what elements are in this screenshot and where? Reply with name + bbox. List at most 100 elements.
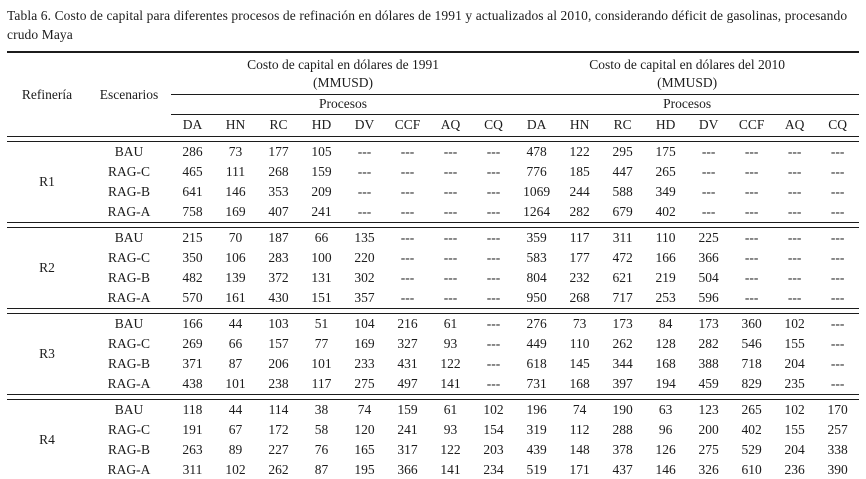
double-rule-separator bbox=[7, 136, 860, 143]
cost-cell: --- bbox=[830, 250, 845, 266]
cost-cell: 276 bbox=[526, 316, 547, 332]
cost-cell: 38 bbox=[314, 402, 329, 418]
process-col-header: DV bbox=[687, 114, 731, 137]
cost-cell: --- bbox=[486, 184, 501, 200]
cost-cell: --- bbox=[486, 290, 501, 306]
cost-cell: 169 bbox=[225, 204, 246, 220]
cost-cell: 372 bbox=[268, 270, 289, 286]
cost-cell: 449 bbox=[526, 336, 547, 352]
cost-cell: --- bbox=[701, 204, 716, 220]
cost-cell: 288 bbox=[612, 422, 633, 438]
cost-cell: 238 bbox=[268, 376, 289, 392]
cost-cell: 190 bbox=[612, 402, 633, 418]
cost-cell: 371 bbox=[182, 356, 203, 372]
process-col-header: HD bbox=[300, 114, 343, 137]
cost-cell: --- bbox=[357, 144, 372, 160]
cost-cell: 141 bbox=[440, 462, 461, 478]
process-col-header: AQ bbox=[429, 114, 472, 137]
cost-cell: 344 bbox=[612, 356, 633, 372]
cost-cell: 407 bbox=[268, 204, 289, 220]
cost-cell: 829 bbox=[741, 376, 762, 392]
cost-cell: --- bbox=[787, 230, 802, 246]
process-col-header: HN bbox=[214, 114, 257, 137]
cost-cell: 170 bbox=[827, 402, 848, 418]
double-rule bbox=[7, 136, 860, 143]
cost-cell: 437 bbox=[612, 462, 633, 478]
cost-cell: 194 bbox=[655, 376, 676, 392]
cost-cell: 263 bbox=[182, 442, 203, 458]
cost-cell: 227 bbox=[268, 442, 289, 458]
cost-cell: 102 bbox=[784, 316, 805, 332]
cost-cell: 122 bbox=[569, 144, 590, 160]
cost-cell: 166 bbox=[655, 250, 676, 266]
cost-cell: 465 bbox=[182, 164, 203, 180]
cost-cell: 220 bbox=[354, 250, 375, 266]
cost-cell: --- bbox=[486, 336, 501, 352]
cost-cell: 84 bbox=[658, 316, 673, 332]
subheader-procesos-1991: Procesos bbox=[171, 94, 516, 115]
process-col-header: CCF bbox=[386, 114, 429, 137]
col-header-escenarios: Escenarios bbox=[99, 86, 159, 102]
cost-cell: 141 bbox=[440, 376, 461, 392]
cost-cell: 350 bbox=[182, 250, 203, 266]
cost-cell: 1069 bbox=[523, 184, 551, 200]
cost-cell: 58 bbox=[314, 422, 329, 438]
group-title-1991: Costo de capital en dólares de 1991 bbox=[247, 57, 440, 73]
cost-cell: 236 bbox=[784, 462, 805, 478]
cost-cell: --- bbox=[744, 164, 759, 180]
table-row: RAG-B 371 87 206 101 233 431 122 --- 618 145 344 168… bbox=[7, 354, 859, 374]
cost-cell: 102 bbox=[784, 402, 805, 418]
cost-cell: 366 bbox=[698, 250, 719, 266]
cost-cell: --- bbox=[486, 270, 501, 286]
cost-cell: 215 bbox=[182, 230, 203, 246]
table-row: R3 BAU 166 44 103 51 104 216 61 --- 276 73 173 84 173 3… bbox=[7, 314, 859, 361]
cost-cell: 104 bbox=[354, 316, 375, 332]
group-unit-2010: (MMUSD) bbox=[657, 74, 718, 90]
scenario-label: BAU bbox=[114, 144, 144, 160]
cost-cell: --- bbox=[486, 164, 501, 180]
cost-cell: --- bbox=[400, 250, 415, 266]
cost-cell: --- bbox=[787, 270, 802, 286]
cost-cell: 235 bbox=[784, 376, 805, 392]
cost-cell: --- bbox=[701, 184, 716, 200]
cost-cell: 131 bbox=[311, 270, 332, 286]
cost-cell: 67 bbox=[228, 422, 243, 438]
table-row: R2 BAU 215 70 187 66 135 --- --- --- 359 117 311 110 2… bbox=[7, 228, 859, 275]
cost-cell: --- bbox=[787, 184, 802, 200]
cost-cell: 311 bbox=[182, 462, 203, 478]
cost-cell: 233 bbox=[354, 356, 375, 372]
cost-cell: --- bbox=[744, 184, 759, 200]
process-col-header: RC bbox=[601, 114, 645, 137]
header-row-procesos: Procesos Procesos bbox=[7, 94, 860, 115]
cost-cell: 135 bbox=[354, 230, 375, 246]
cost-cell: 151 bbox=[311, 290, 332, 306]
cost-cell: 519 bbox=[526, 462, 547, 478]
cost-cell: --- bbox=[787, 204, 802, 220]
cost-cell: --- bbox=[744, 290, 759, 306]
cost-cell: 225 bbox=[698, 230, 719, 246]
cost-cell: 122 bbox=[440, 356, 461, 372]
table-row: RAG-A 311 102 262 87 195 366 141 234 519 171 437 146… bbox=[7, 460, 859, 479]
cost-cell: 610 bbox=[741, 462, 762, 478]
cost-cell: 268 bbox=[268, 164, 289, 180]
cost-cell: 63 bbox=[658, 402, 673, 418]
cost-cell: 216 bbox=[397, 316, 418, 332]
cost-cell: 74 bbox=[357, 402, 372, 418]
refinery-label: R4 bbox=[39, 432, 55, 448]
table-row: RAG-B 641 146 353 209 --- --- --- --- 1069 244 588 3… bbox=[7, 182, 859, 202]
cost-cell: 378 bbox=[612, 442, 633, 458]
header-row-groups: Refinería Escenarios Costo de capital en… bbox=[7, 52, 859, 102]
double-rule bbox=[7, 394, 860, 401]
cost-cell: 166 bbox=[182, 316, 203, 332]
cost-cell: 262 bbox=[268, 462, 289, 478]
cost-cell: --- bbox=[400, 290, 415, 306]
cost-cell: 191 bbox=[182, 422, 203, 438]
double-rule bbox=[7, 308, 860, 315]
cost-cell: 219 bbox=[655, 270, 676, 286]
cost-cell: 196 bbox=[526, 402, 547, 418]
scenario-label: RAG-A bbox=[107, 290, 151, 306]
process-col-header: RC bbox=[257, 114, 300, 137]
cost-cell: --- bbox=[357, 184, 372, 200]
scenario-label: BAU bbox=[114, 402, 144, 418]
